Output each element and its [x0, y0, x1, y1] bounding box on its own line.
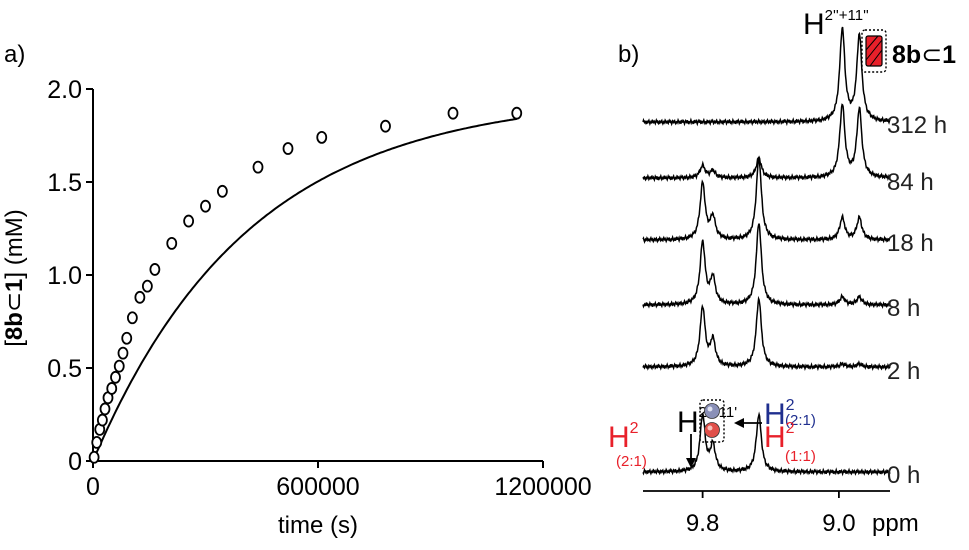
nmr-x-unit: ppm — [872, 510, 919, 537]
data-point — [110, 370, 121, 384]
y-tick-label: 0.5 — [47, 355, 82, 383]
annotation-h-prime-letter: H — [677, 406, 699, 439]
nmr-x-axis: 9.8 9.0 — [643, 490, 890, 537]
y-axis-title-close: ] — [1, 272, 28, 279]
data-point — [380, 119, 391, 133]
panel-b-label: b) — [618, 41, 639, 68]
data-point — [126, 311, 138, 325]
annotation-h2-2-1-red: H2 — [608, 420, 639, 454]
y-axis-title: [8b⊂1] (mM) — [1, 209, 28, 346]
nmr-spectrum-trace — [642, 156, 891, 244]
nmr-time-label: 312 h — [887, 112, 947, 139]
complex-legend-symbol: ⊂ — [921, 41, 942, 69]
annotation-h2-1-1-red-letter: H — [764, 421, 786, 454]
data-point — [134, 290, 146, 304]
data-point — [99, 402, 111, 416]
y-tick-label: 1.0 — [47, 262, 82, 290]
data-point — [121, 331, 133, 345]
nmr-time-label: 8 h — [887, 295, 920, 322]
nmr-spectrum-trace — [642, 223, 891, 309]
annotation-h-top-letter: H — [803, 8, 825, 41]
data-point — [141, 279, 153, 293]
nmr-time-label: 0 h — [887, 462, 920, 489]
y-axis-title-unit: (mM) — [1, 209, 28, 272]
panel-a-x-ticks: 0 600000 1200000 — [86, 461, 592, 501]
data-point — [149, 263, 161, 276]
nmr-spectra — [642, 26, 891, 477]
annotation-h2-2-1-blue-sup: 2 — [786, 397, 795, 414]
free-host-icon — [699, 399, 725, 443]
panel-b: b) 312 h84 h18 h8 h2 h0 h 9.8 9.0 ppm H2'… — [608, 7, 956, 537]
nmr-time-label: 84 h — [887, 169, 934, 196]
x-axis-title: time (s) — [278, 512, 358, 539]
data-points — [88, 106, 523, 464]
nmr-spectrum-trace — [642, 26, 891, 127]
fit-curve — [92, 117, 517, 462]
annotation-h2-1-1-red-sup: 2 — [786, 420, 795, 437]
annotation-h2-2-1-red-sub: (2:1) — [616, 453, 647, 470]
y-tick-label: 1.5 — [47, 169, 82, 197]
annotation-h-top-sup: 2''+11'' — [825, 7, 869, 24]
panel-a-label: a) — [4, 41, 25, 68]
complex-legend-host: 8b — [892, 41, 921, 69]
y-axis-title-host: 8b — [1, 312, 28, 340]
data-point — [200, 199, 211, 213]
data-point — [113, 359, 125, 373]
data-point — [216, 184, 228, 198]
data-point — [252, 160, 264, 174]
annotation-h2-1-1-red: H2 — [764, 420, 795, 454]
panel-a-y-ticks: 0 0.5 1.0 1.5 2.0 — [47, 76, 93, 476]
data-point — [447, 106, 459, 120]
data-point — [91, 435, 103, 449]
annotation-h2-2-1-blue-sub: (2:1) — [785, 412, 816, 429]
complex-legend-guest: 1 — [942, 41, 956, 69]
complex-legend-icon — [861, 29, 887, 73]
annotation-h2-2-1-red-sup: 2 — [630, 420, 639, 437]
panel-a-axes — [92, 89, 543, 462]
y-axis-title-guest: 1 — [1, 279, 28, 292]
data-point — [183, 214, 195, 228]
nmr-x-tick-label: 9.0 — [822, 510, 855, 537]
annotation-h2-1-1-red-sub: (1:1) — [785, 448, 816, 465]
data-point — [96, 413, 108, 427]
x-tick-label: 600000 — [276, 473, 359, 501]
y-axis-title-open: [ — [1, 340, 28, 347]
nmr-spectrum-trace — [642, 295, 891, 372]
nmr-spectrum-trace — [642, 411, 891, 477]
x-tick-label: 0 — [86, 473, 100, 501]
nmr-time-labels: 312 h 84 h 18 h 8 h 2 h 0 h — [887, 112, 947, 489]
y-axis-title-symbol: ⊂ — [1, 292, 28, 312]
x-tick-label: 1200000 — [494, 473, 591, 501]
annotation-h2-2-1-blue: H2 — [764, 397, 795, 431]
panel-a: a) 0 0.5 1.0 1.5 2.0 0 600000 1200000 time (s)… — [1, 41, 592, 539]
nmr-time-label: 18 h — [887, 230, 934, 257]
nmr-time-label: 2 h — [887, 358, 920, 385]
data-point — [88, 450, 100, 464]
data-point — [166, 236, 178, 250]
arrow-down-icon — [686, 434, 696, 468]
data-point — [282, 142, 294, 155]
data-point — [316, 130, 328, 144]
y-tick-label: 2.0 — [47, 76, 82, 104]
nmr-spectrum-trace — [642, 103, 891, 183]
data-point — [106, 382, 118, 395]
nmr-x-tick-label: 9.8 — [686, 510, 719, 537]
annotation-h-top: H2''+11'' — [803, 7, 869, 41]
annotation-h2-2-1-blue-letter: H — [764, 398, 786, 431]
annotation-h2-2-1-red-letter: H — [608, 421, 630, 454]
arrow-left-icon — [734, 418, 762, 428]
data-point — [117, 346, 129, 360]
complex-legend-label: 8b⊂1 — [892, 41, 956, 69]
data-point — [511, 106, 523, 120]
y-tick-label: 0 — [68, 448, 82, 476]
